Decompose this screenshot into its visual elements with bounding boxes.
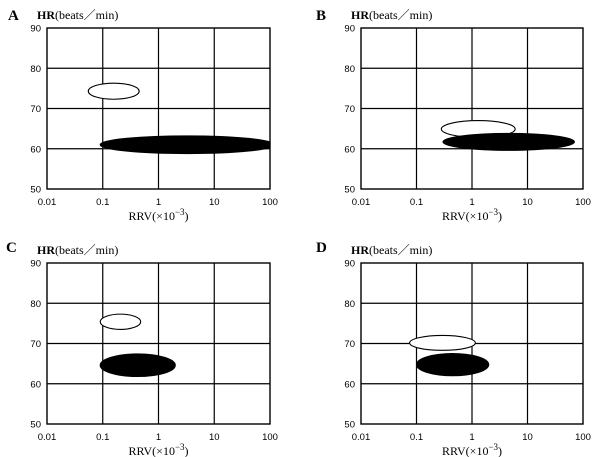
plot-frame — [46, 27, 271, 190]
panel-b: B HR(beats／min) 90 80 70 60 500.01 0.1 1 10 100 RRV… — [316, 8, 591, 223]
panel-letter: B — [316, 8, 326, 24]
x-axis-label-exponent: −3 — [488, 442, 498, 452]
region-open — [409, 334, 476, 351]
x-tick-label: 100 — [262, 197, 278, 208]
y-axis-label: HR(beats／min) — [37, 243, 118, 257]
x-tick-label: 1 — [156, 432, 161, 443]
y-axis-label-hr: HR — [351, 243, 369, 257]
panel-letter: D — [316, 240, 327, 256]
y-axis-label-units: (beats／min) — [55, 8, 118, 22]
x-tick-label: 0.1 — [410, 197, 423, 208]
panel-letter: C — [6, 240, 17, 256]
region-filled — [99, 353, 176, 378]
y-axis-label-units: (beats／min) — [369, 8, 432, 22]
y-tick-label: 50 — [30, 420, 41, 431]
region-open — [87, 82, 140, 100]
y-tick-label: 90 — [344, 259, 355, 270]
x-axis-label-base: RRV(×10 — [128, 209, 174, 223]
x-axis-label-exponent: −3 — [488, 207, 498, 217]
panel-a: A HR(beats／min) 90 80 70 60 500.01 0.1 1 10 100 RRV… — [8, 8, 278, 223]
plot-frame — [46, 262, 271, 425]
y-axis-label-hr: HR — [351, 8, 369, 22]
region-open — [99, 313, 142, 330]
y-tick-label: 80 — [30, 299, 41, 310]
x-axis-label: RRV(×10−3) — [442, 207, 502, 223]
x-tick-label: 0.01 — [352, 432, 371, 443]
y-tick-label: 80 — [344, 299, 355, 310]
y-tick-label: 60 — [344, 379, 355, 390]
panel-letter: A — [8, 8, 19, 24]
x-tick-label: 1 — [469, 432, 474, 443]
y-tick-label: 50 — [30, 185, 41, 196]
x-axis-label-close: ) — [498, 209, 502, 223]
x-axis-label: RRV(×10−3) — [128, 207, 188, 223]
y-tick-label: 60 — [30, 144, 41, 155]
x-tick-label: 0.01 — [352, 197, 371, 208]
region-filled — [442, 132, 575, 151]
y-tick-label: 70 — [30, 339, 41, 350]
y-tick-label: 90 — [30, 24, 41, 35]
y-tick-label: 60 — [30, 379, 41, 390]
panel-c: C HR(beats／min) 90 80 70 60 500.01 0.1 1 10 100 RRV… — [6, 240, 278, 457]
x-tick-label: 100 — [575, 197, 591, 208]
regions — [99, 313, 176, 378]
x-axis-label-exponent: −3 — [175, 442, 185, 452]
plot-frame — [360, 262, 584, 425]
y-tick-label: 70 — [344, 104, 355, 115]
y-tick-label: 80 — [344, 64, 355, 75]
x-axis-label-base: RRV(×10 — [442, 209, 488, 223]
region-filled — [99, 135, 270, 155]
x-tick-label: 0.1 — [410, 432, 423, 443]
regions — [87, 82, 270, 155]
x-tick-label: 0.1 — [96, 432, 109, 443]
y-tick-label: 80 — [30, 64, 41, 75]
x-axis-label-base: RRV(×10 — [442, 444, 488, 457]
y-tick-label: 50 — [344, 185, 355, 196]
x-axis-label: RRV(×10−3) — [442, 442, 502, 457]
y-axis-label-units: (beats／min) — [55, 243, 118, 257]
panel-d: D HR(beats／min) 90 80 70 60 500.01 0.1 1 10 100 RRV… — [316, 240, 591, 457]
x-axis-label-exponent: −3 — [175, 207, 185, 217]
regions — [409, 334, 490, 377]
y-axis-label: HR(beats／min) — [37, 8, 118, 22]
x-axis-label-close: ) — [185, 444, 189, 457]
x-tick-label: 100 — [575, 432, 591, 443]
y-axis-label: HR(beats／min) — [351, 8, 432, 22]
x-tick-label: 100 — [262, 432, 278, 443]
x-tick-label: 1 — [469, 197, 474, 208]
x-axis-label-close: ) — [185, 209, 189, 223]
x-tick-label: 0.01 — [38, 197, 57, 208]
y-tick-label: 70 — [344, 339, 355, 350]
x-tick-label: 10 — [209, 197, 220, 208]
x-axis-label-close: ) — [498, 444, 502, 457]
region-filled — [415, 353, 490, 377]
x-tick-label: 10 — [522, 432, 533, 443]
plot-frame — [360, 27, 584, 190]
y-tick-label: 90 — [30, 259, 41, 270]
y-tick-label: 90 — [344, 24, 355, 35]
y-axis-label-hr: HR — [37, 8, 55, 22]
x-axis-label: RRV(×10−3) — [128, 442, 188, 457]
y-tick-label: 50 — [344, 420, 355, 431]
x-axis-label-base: RRV(×10 — [128, 444, 174, 457]
y-axis-label-hr: HR — [37, 243, 55, 257]
y-tick-label: 70 — [30, 104, 41, 115]
x-tick-label: 10 — [209, 432, 220, 443]
y-axis-label: HR(beats／min) — [351, 243, 432, 257]
y-tick-label: 60 — [344, 144, 355, 155]
x-tick-label: 0.1 — [96, 197, 109, 208]
x-tick-label: 10 — [522, 197, 533, 208]
y-axis-label-units: (beats／min) — [369, 243, 432, 257]
regions — [440, 120, 575, 151]
x-tick-label: 0.01 — [38, 432, 57, 443]
x-tick-label: 1 — [156, 197, 161, 208]
